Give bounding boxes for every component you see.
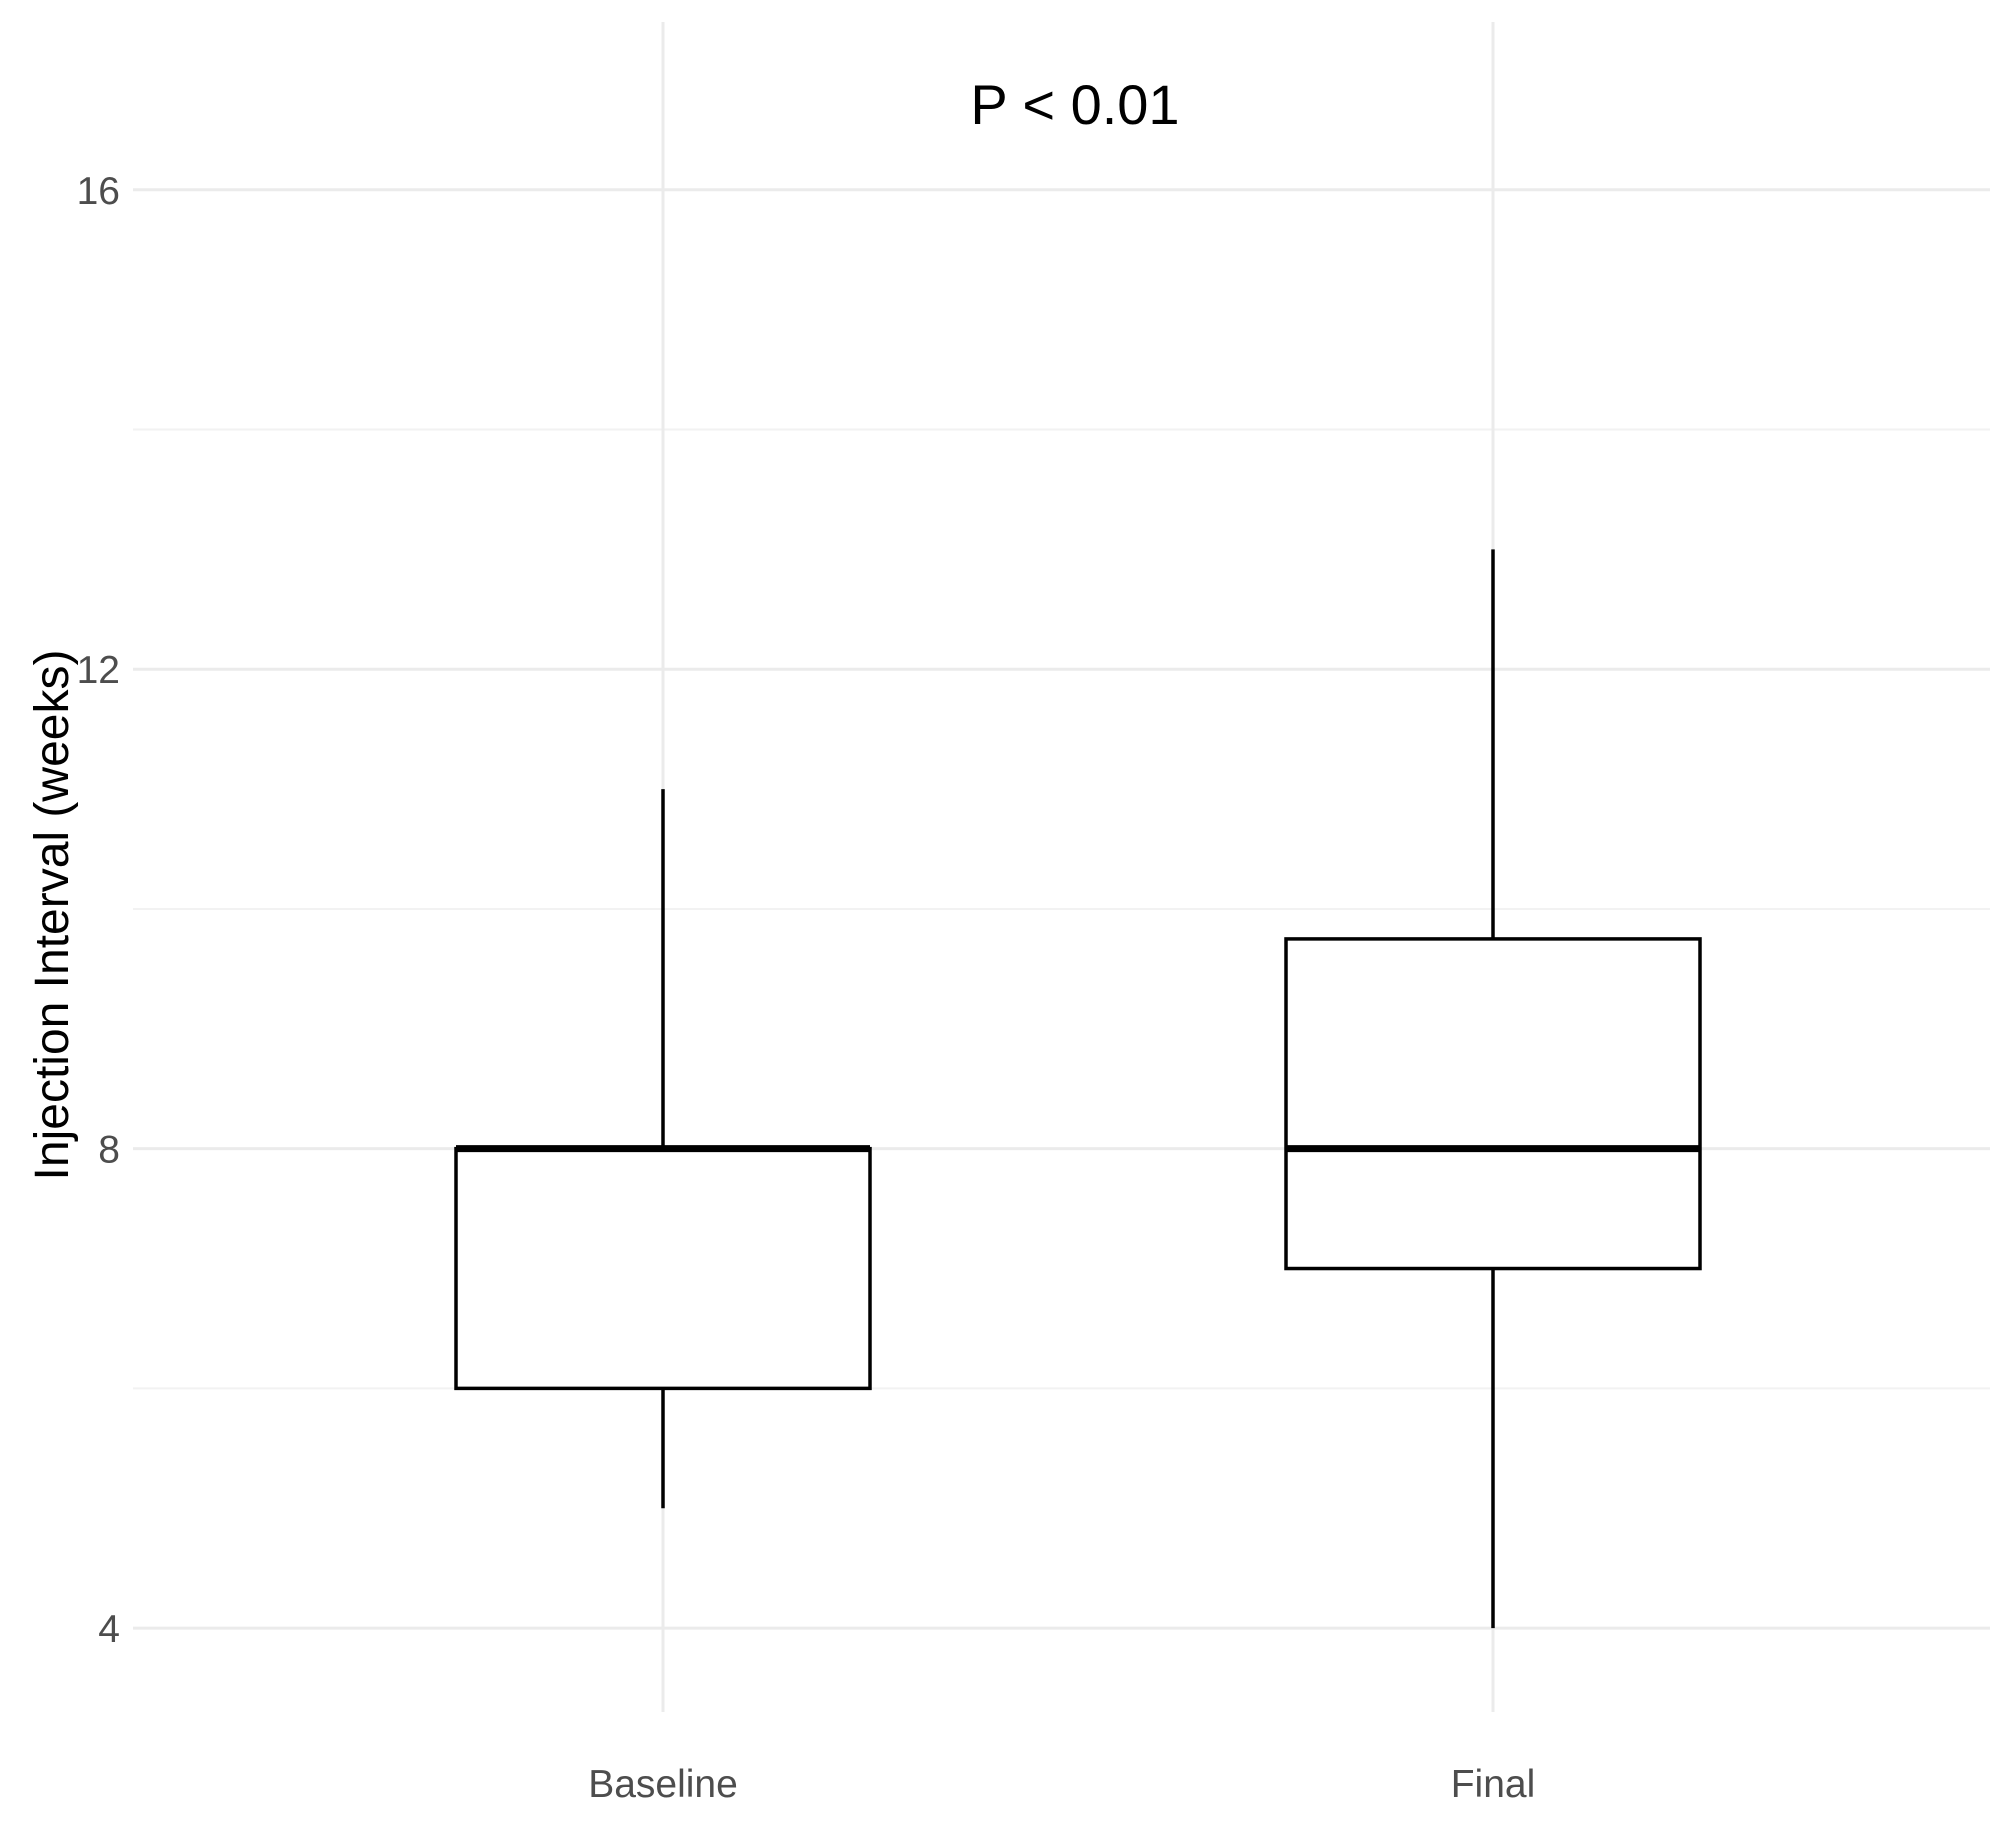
boxplot-baseline bbox=[454, 789, 872, 1509]
iqr-box bbox=[454, 1146, 872, 1391]
tick-labels: 4 8 12 16 Baseline Final bbox=[77, 170, 1536, 1806]
y-tick-label: 16 bbox=[77, 170, 120, 213]
p-value-annotation: P < 0.01 bbox=[970, 73, 1179, 136]
x-tick-label: Baseline bbox=[588, 1763, 738, 1806]
boxplots bbox=[454, 549, 1702, 1629]
y-tick-label: 4 bbox=[98, 1608, 120, 1651]
boxplot-final bbox=[1284, 549, 1702, 1629]
y-tick-label: 8 bbox=[98, 1129, 120, 1172]
iqr-box bbox=[1284, 937, 1702, 1271]
grid bbox=[133, 22, 1990, 1712]
y-axis-title: Injection Interval (weeks) bbox=[26, 650, 79, 1181]
x-tick-label: Final bbox=[1451, 1763, 1536, 1806]
y-tick-label: 12 bbox=[77, 649, 120, 692]
